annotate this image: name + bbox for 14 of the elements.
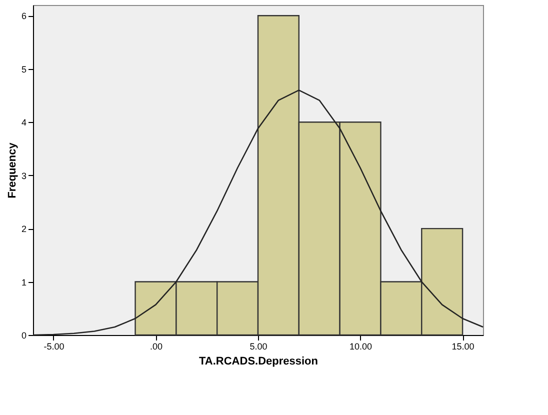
y-axis-title: Frequency: [6, 142, 18, 198]
x-tick-label: -5.00: [44, 342, 64, 352]
x-tick-label: 10.00: [350, 342, 372, 352]
y-tick-label: 3: [21, 170, 26, 181]
y-tick-label: 5: [21, 64, 26, 74]
x-tick-label: .00: [150, 342, 162, 352]
y-tick-label: 2: [21, 224, 26, 234]
y-tick-label: 1: [21, 277, 26, 288]
y-tick-label: 6: [21, 11, 26, 22]
y-tick-label: 4: [21, 118, 26, 128]
x-axis-title: TA.RCADS.Depression: [199, 356, 318, 368]
x-tick-label: 15.00: [452, 342, 474, 352]
y-tick-label: 0: [21, 330, 26, 340]
x-tick-label: 5.00: [250, 342, 268, 352]
